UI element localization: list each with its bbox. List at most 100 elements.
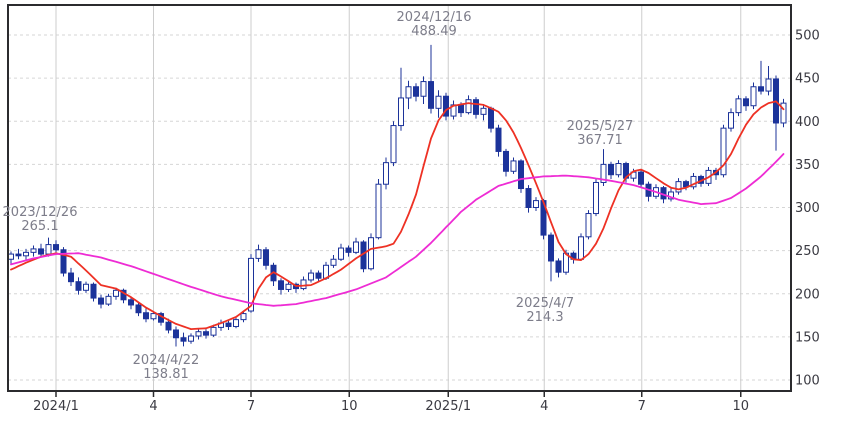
candle-body-down — [225, 322, 232, 328]
x-axis-label: 2024/1 — [33, 399, 79, 414]
candle — [465, 95, 472, 115]
annotation-date: 2025/5/27 — [567, 119, 634, 134]
candle-body-up — [45, 244, 52, 255]
candle — [743, 96, 749, 111]
candle-body-up — [750, 86, 757, 107]
candle — [188, 333, 194, 344]
annotation-date: 2025/4/7 — [516, 296, 574, 311]
candle-body-up — [593, 181, 599, 215]
candle-body-up — [600, 163, 607, 183]
candle-body-up — [338, 247, 344, 260]
candle — [413, 83, 419, 102]
candle — [158, 311, 164, 326]
y-axis-label: 250 — [795, 244, 820, 259]
candle-body-up — [533, 200, 539, 209]
candle — [23, 248, 29, 261]
candle-body-down — [75, 281, 82, 291]
candle — [75, 277, 82, 295]
candle-body-down — [488, 107, 494, 129]
candle — [638, 170, 644, 188]
candle — [173, 326, 179, 347]
candle — [210, 324, 217, 337]
candle — [593, 179, 599, 217]
x-axis: 2024/1 4 7 10 2025/1 4 7 10 — [33, 392, 749, 414]
y-axis-label: 150 — [795, 330, 820, 345]
x-axis-label: 10 — [341, 399, 358, 414]
candle-body-up — [353, 241, 359, 253]
candle-body-up — [720, 127, 727, 176]
candle — [180, 332, 187, 347]
candle — [668, 188, 674, 202]
candle-body-up — [368, 237, 374, 270]
candle-body-down — [555, 260, 562, 273]
candle — [83, 281, 89, 293]
candle-body-up — [285, 283, 292, 290]
candle — [143, 308, 149, 323]
candle — [330, 254, 337, 268]
candle-body-up — [330, 258, 337, 266]
candle — [773, 75, 779, 151]
y-axis-label: 450 — [795, 72, 820, 87]
candle — [225, 320, 232, 330]
candle-body-up — [383, 162, 389, 185]
x-axis-label: 10 — [732, 399, 749, 414]
candle-body-up — [420, 81, 427, 97]
candle — [38, 243, 44, 258]
candle — [390, 121, 397, 167]
moving-average-long-line — [10, 153, 785, 307]
candle — [473, 97, 479, 119]
candle-body-up — [615, 163, 622, 176]
candle-body-up — [255, 249, 262, 259]
candle — [165, 318, 172, 334]
x-axis-label: 7 — [247, 399, 255, 414]
candle-body-up — [765, 78, 772, 92]
candle — [338, 243, 344, 261]
candle — [345, 245, 352, 257]
candle — [608, 161, 614, 180]
candle-body-down — [503, 150, 509, 172]
candle — [353, 237, 359, 255]
candle-body-up — [195, 331, 202, 337]
candle — [120, 288, 127, 304]
candle — [675, 178, 682, 195]
candle-body-up — [375, 183, 382, 239]
candle — [615, 160, 622, 178]
candle-body-down — [743, 98, 749, 107]
candle — [278, 278, 284, 295]
candle — [720, 124, 727, 178]
candle-body-up — [248, 257, 254, 312]
y-axis-label: 100 — [795, 374, 820, 389]
candle-body-down — [128, 299, 134, 306]
candle-body-down — [203, 331, 209, 336]
candle — [98, 294, 104, 309]
candle-body-up — [728, 112, 734, 129]
candle — [233, 317, 239, 329]
candle — [428, 44, 434, 114]
y-axis-label: 400 — [795, 115, 820, 130]
candle — [690, 173, 697, 190]
annotation-value: 265.1 — [21, 219, 58, 234]
candle — [398, 67, 404, 131]
candle-body-up — [480, 107, 487, 115]
candle-body-down — [90, 283, 97, 299]
candle-body-up — [675, 181, 682, 193]
candle-body-down — [98, 297, 104, 305]
candle-body-down — [525, 188, 532, 208]
candle — [435, 90, 442, 118]
candle-body-down — [608, 163, 614, 176]
annotation-value: 488.49 — [411, 24, 457, 39]
candle-body-down — [38, 248, 44, 255]
candle — [750, 82, 757, 110]
candle-body-down — [315, 272, 322, 279]
candle — [53, 240, 59, 253]
candle-body-down — [60, 249, 67, 274]
candle — [765, 66, 772, 96]
candle-body-up — [300, 279, 307, 290]
candle-body-down — [165, 321, 172, 331]
candle — [255, 244, 262, 262]
annotation-value: 367.71 — [577, 133, 623, 148]
candle — [510, 157, 517, 174]
x-axis-label: 4 — [540, 399, 548, 414]
